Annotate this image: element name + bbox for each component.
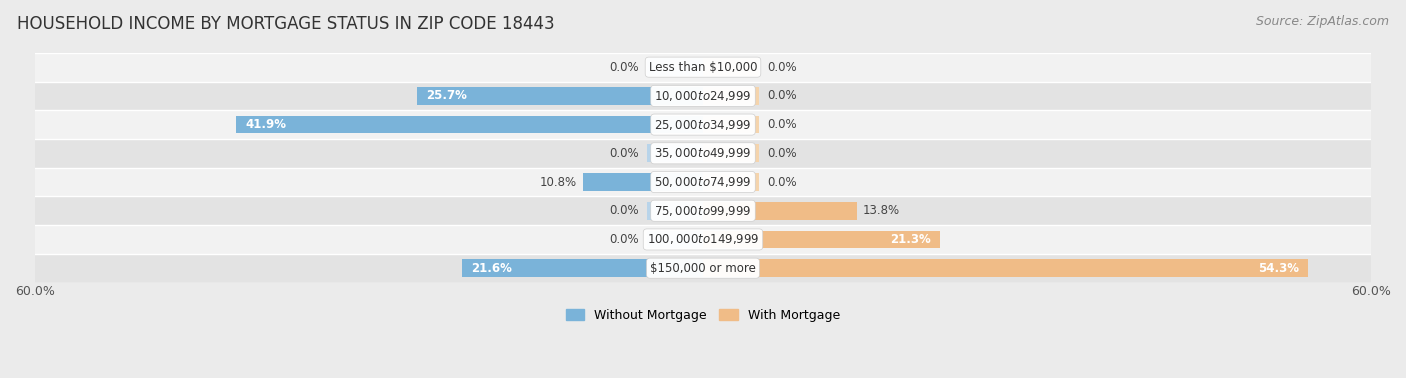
Text: 13.8%: 13.8% xyxy=(862,204,900,217)
Bar xyxy=(416,87,703,105)
Bar xyxy=(647,144,703,162)
Bar xyxy=(647,231,703,248)
Bar xyxy=(703,87,759,105)
Bar xyxy=(463,259,703,277)
Bar xyxy=(35,110,1371,139)
Text: $25,000 to $34,999: $25,000 to $34,999 xyxy=(654,118,752,132)
Text: 21.6%: 21.6% xyxy=(471,262,512,275)
Bar xyxy=(35,254,1371,282)
Bar xyxy=(236,116,703,133)
Bar xyxy=(703,231,941,248)
Text: 0.0%: 0.0% xyxy=(609,204,638,217)
Bar xyxy=(703,173,759,191)
Text: $150,000 or more: $150,000 or more xyxy=(650,262,756,275)
Text: 41.9%: 41.9% xyxy=(246,118,287,131)
Bar xyxy=(416,87,703,105)
Text: $35,000 to $49,999: $35,000 to $49,999 xyxy=(654,146,752,160)
Text: 10.8%: 10.8% xyxy=(540,175,578,189)
Text: 0.0%: 0.0% xyxy=(768,147,797,160)
Text: 0.0%: 0.0% xyxy=(768,118,797,131)
Text: Source: ZipAtlas.com: Source: ZipAtlas.com xyxy=(1256,15,1389,28)
Text: 21.3%: 21.3% xyxy=(890,233,931,246)
Text: $50,000 to $74,999: $50,000 to $74,999 xyxy=(654,175,752,189)
Bar xyxy=(35,139,1371,168)
Bar xyxy=(582,173,703,191)
Bar xyxy=(35,53,1371,82)
Text: HOUSEHOLD INCOME BY MORTGAGE STATUS IN ZIP CODE 18443: HOUSEHOLD INCOME BY MORTGAGE STATUS IN Z… xyxy=(17,15,554,33)
Text: $100,000 to $149,999: $100,000 to $149,999 xyxy=(647,232,759,246)
Text: $10,000 to $24,999: $10,000 to $24,999 xyxy=(654,89,752,103)
Bar xyxy=(35,82,1371,110)
Bar xyxy=(703,202,856,220)
Bar xyxy=(35,168,1371,197)
Text: $75,000 to $99,999: $75,000 to $99,999 xyxy=(654,204,752,218)
Text: 0.0%: 0.0% xyxy=(609,233,638,246)
Bar xyxy=(647,202,703,220)
Text: 0.0%: 0.0% xyxy=(768,175,797,189)
Text: 54.3%: 54.3% xyxy=(1258,262,1299,275)
Bar xyxy=(703,116,759,133)
Text: 0.0%: 0.0% xyxy=(609,60,638,74)
Bar xyxy=(703,259,1308,277)
Bar xyxy=(35,225,1371,254)
Bar xyxy=(703,202,856,220)
Text: 0.0%: 0.0% xyxy=(768,89,797,102)
Bar xyxy=(703,259,1308,277)
Bar xyxy=(703,144,759,162)
Bar xyxy=(703,231,941,248)
Text: 0.0%: 0.0% xyxy=(768,60,797,74)
Bar xyxy=(647,58,703,76)
Bar xyxy=(35,197,1371,225)
Text: 0.0%: 0.0% xyxy=(609,147,638,160)
Legend: Without Mortgage, With Mortgage: Without Mortgage, With Mortgage xyxy=(561,304,845,327)
Bar xyxy=(582,173,703,191)
Bar xyxy=(463,259,703,277)
Text: Less than $10,000: Less than $10,000 xyxy=(648,60,758,74)
Text: 25.7%: 25.7% xyxy=(426,89,467,102)
Bar xyxy=(236,116,703,133)
Bar xyxy=(703,58,759,76)
